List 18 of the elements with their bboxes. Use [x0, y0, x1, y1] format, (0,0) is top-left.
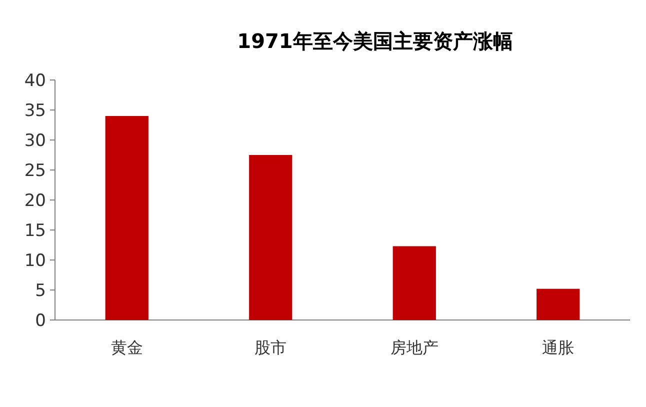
y-tick-label: 30 — [24, 131, 46, 151]
y-tick-label: 15 — [24, 221, 46, 241]
bar — [105, 116, 148, 320]
y-tick-label: 20 — [24, 191, 46, 211]
x-tick-label: 通胀 — [542, 338, 574, 357]
x-tick-label: 黄金 — [110, 338, 143, 357]
y-tick-label: 5 — [35, 281, 46, 301]
chart-title: 1971年至今美国主要资产涨幅 — [237, 29, 513, 53]
bar — [536, 288, 580, 320]
y-tick-label: 40 — [24, 71, 46, 91]
y-tick-label: 35 — [24, 101, 46, 121]
bar — [392, 246, 436, 320]
bar — [249, 155, 292, 320]
x-tick-label: 房地产 — [390, 338, 438, 357]
y-tick-label: 0 — [35, 311, 46, 331]
y-tick-label: 25 — [24, 161, 46, 181]
y-tick-label: 10 — [24, 251, 46, 271]
x-tick-label: 股市 — [254, 338, 287, 357]
